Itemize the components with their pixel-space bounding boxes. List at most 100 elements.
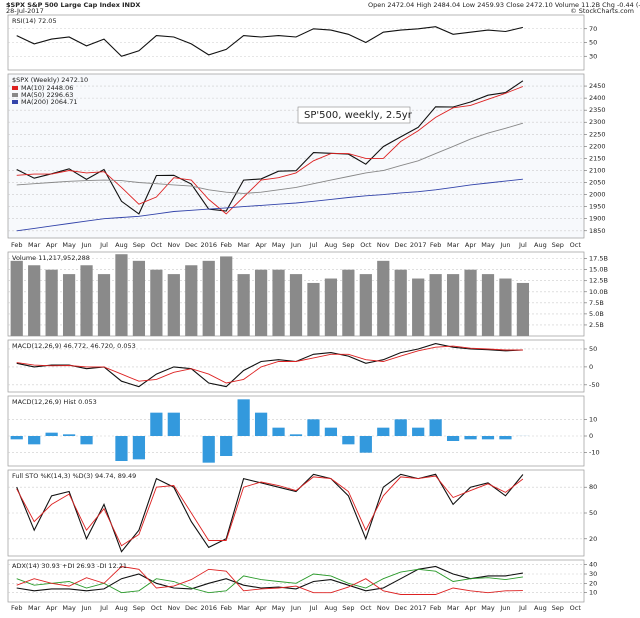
x-tick-label: 2016 — [200, 241, 217, 249]
y-tick-label: 50 — [589, 509, 597, 517]
bar — [430, 274, 442, 336]
y-tick-label: 0 — [589, 363, 593, 371]
y-tick-label: 2200 — [589, 142, 606, 150]
x-tick-label: Feb — [11, 241, 23, 249]
bar — [150, 413, 162, 436]
bar — [203, 261, 215, 336]
x-tick-label: Oct — [570, 604, 582, 612]
y-tick-label: 2300 — [589, 118, 606, 126]
bar — [482, 436, 494, 439]
x-tick-label: Jun — [499, 241, 510, 249]
bar — [464, 270, 476, 336]
y-tick-label: 2450 — [589, 82, 606, 90]
bar — [482, 274, 494, 336]
bar — [360, 436, 372, 453]
x-tick-label: Nov — [167, 604, 180, 612]
bar — [98, 274, 110, 336]
panel-title: $SPX (Weekly) 2472.10 — [12, 76, 88, 84]
bar — [255, 413, 267, 436]
x-tick-label: Mar — [447, 241, 460, 249]
x-tick-label: Sep — [342, 241, 354, 249]
bar — [342, 436, 354, 444]
bar — [133, 261, 145, 336]
legend-label: MA(200) 2064.71 — [21, 98, 77, 106]
bar — [46, 433, 58, 436]
bar — [220, 256, 232, 336]
y-tick-label: 15.0B — [589, 266, 608, 274]
y-tick-label: 50 — [589, 345, 597, 353]
bar — [115, 436, 127, 461]
bar — [464, 436, 476, 439]
x-tick-label: Oct — [151, 241, 163, 249]
bar — [80, 265, 92, 336]
y-tick-label: 50 — [589, 39, 597, 47]
x-tick-label: Mar — [238, 241, 251, 249]
x-tick-label: Jul — [309, 241, 318, 249]
y-tick-label: -50 — [589, 381, 600, 389]
bar — [342, 270, 354, 336]
bar — [255, 270, 267, 336]
bar — [430, 419, 442, 436]
y-tick-label: 2350 — [589, 106, 606, 114]
bar — [46, 270, 58, 336]
x-tick-label: Aug — [325, 241, 338, 249]
y-tick-label: 0 — [589, 432, 593, 440]
x-tick-label: Mar — [28, 241, 41, 249]
x-tick-label: May — [481, 241, 495, 249]
y-tick-label: 2000 — [589, 191, 606, 199]
bar — [220, 436, 232, 456]
x-tick-label: Dec — [185, 241, 198, 249]
y-tick-label: 80 — [589, 483, 597, 491]
bar — [272, 428, 284, 436]
bar — [115, 254, 127, 336]
y-tick-label: 10.0B — [589, 288, 608, 296]
y-tick-label: 5.0B — [589, 310, 604, 318]
y-tick-label: 17.5B — [589, 255, 608, 263]
x-tick-label: Oct — [360, 241, 372, 249]
legend-swatch — [12, 86, 18, 90]
bar — [447, 274, 459, 336]
x-tick-label: Sep — [552, 241, 564, 249]
x-tick-label: Sep — [133, 241, 145, 249]
x-tick-label: Sep — [342, 604, 354, 612]
x-tick-label: Aug — [534, 604, 547, 612]
bar — [377, 261, 389, 336]
x-tick-label: Nov — [377, 241, 390, 249]
x-tick-label: Jun — [290, 604, 301, 612]
bar — [238, 274, 250, 336]
x-tick-label: Apr — [46, 604, 58, 612]
x-tick-label: Jul — [518, 241, 527, 249]
bar — [63, 434, 75, 436]
x-tick-label: Nov — [377, 604, 390, 612]
panel-title: MACD(12,26,9) Hist 0.053 — [12, 398, 97, 406]
y-tick-label: 20 — [589, 579, 597, 587]
y-tick-label: 2400 — [589, 94, 606, 102]
x-tick-label: Feb — [11, 604, 23, 612]
y-tick-label: 30 — [589, 570, 597, 578]
x-tick-label: Aug — [115, 604, 128, 612]
bar — [168, 413, 180, 436]
y-tick-label: 7.5B — [589, 299, 604, 307]
x-tick-label: May — [62, 604, 76, 612]
y-tick-label: 2050 — [589, 179, 606, 187]
x-tick-label: Apr — [255, 604, 267, 612]
x-tick-label: Oct — [151, 604, 163, 612]
x-tick-label: 2016 — [200, 604, 217, 612]
y-tick-label: 30 — [589, 52, 597, 60]
bar — [395, 419, 407, 436]
bar — [272, 270, 284, 336]
x-tick-label: Dec — [394, 241, 407, 249]
x-tick-label: Apr — [465, 604, 477, 612]
x-tick-label: 2017 — [410, 604, 427, 612]
x-tick-label: Oct — [360, 604, 372, 612]
panel — [8, 396, 584, 466]
bar — [325, 279, 337, 336]
x-tick-label: Nov — [167, 241, 180, 249]
legend-swatch — [12, 100, 18, 104]
bar — [325, 428, 337, 436]
y-tick-label: 2150 — [589, 154, 606, 162]
y-tick-label: 40 — [589, 561, 597, 569]
panel-title: ADX(14) 30.93 +DI 26.93 -DI 12.21 — [12, 562, 127, 570]
y-tick-label: 70 — [589, 25, 597, 33]
panel-title: MACD(12,26,9) 46.772, 46.720, 0.053 — [12, 342, 136, 350]
